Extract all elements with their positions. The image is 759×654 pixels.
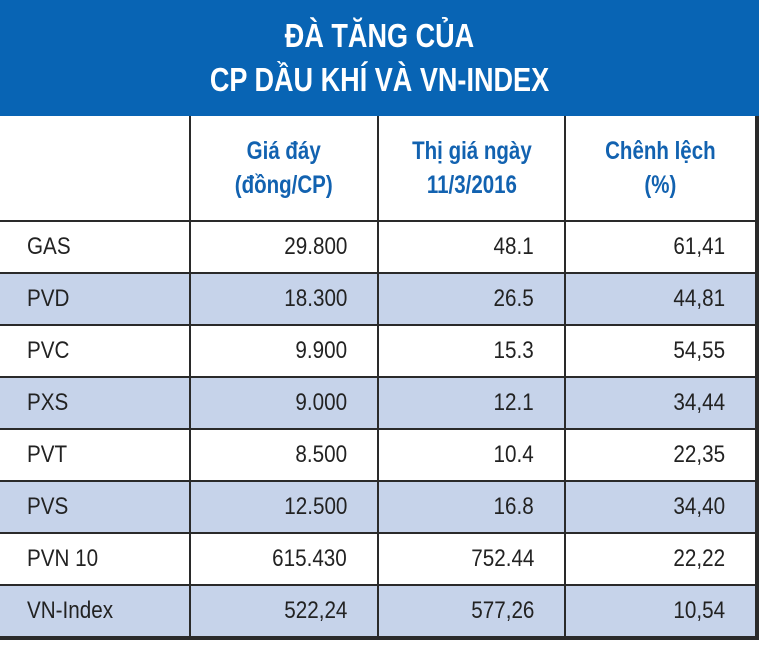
bottom-price: 8.500	[189, 429, 379, 482]
change-pct: 44,81	[564, 273, 759, 326]
title-line-1: ĐÀ TĂNG CỦA	[284, 17, 475, 54]
table-row: PVD 18.300 26.5 44,81	[0, 273, 759, 326]
price-date: 577,26	[377, 585, 566, 640]
stock-name: PVN 10	[0, 533, 191, 586]
change-pct: 10,54	[564, 585, 759, 640]
change-pct: 61,41	[564, 221, 759, 274]
header-price-date: Thị giá ngày 11/3/2016	[377, 116, 566, 222]
price-date: 16.8	[377, 481, 566, 534]
price-date: 15.3	[377, 325, 566, 378]
header-row: Giá đáy (đồng/CP) Thị giá ngày 11/3/2016 C…	[0, 116, 759, 222]
bottom-price: 9.000	[189, 377, 379, 430]
table-row: PXS 9.000 12.1 34,44	[0, 377, 759, 430]
stock-name: PVS	[0, 481, 191, 534]
stock-name: VN-Index	[0, 585, 191, 640]
bottom-price: 12.500	[189, 481, 379, 534]
stock-name: PVC	[0, 325, 191, 378]
price-date: 10.4	[377, 429, 566, 482]
change-pct: 54,55	[564, 325, 759, 378]
change-pct: 22,35	[564, 429, 759, 482]
price-date: 26.5	[377, 273, 566, 326]
oil-stocks-table: Giá đáy (đồng/CP) Thị giá ngày 11/3/2016 C…	[0, 116, 759, 640]
table-row: PVT 8.500 10.4 22,35	[0, 429, 759, 482]
title-line-2: CP DẦU KHÍ VÀ VN-INDEX	[209, 61, 550, 98]
title-banner: ĐÀ TĂNG CỦA CP DẦU KHÍ VÀ VN-INDEX	[0, 0, 759, 116]
stock-name: PVD	[0, 273, 191, 326]
table-row: GAS 29.800 48.1 61,41	[0, 221, 759, 274]
table-row: VN-Index 522,24 577,26 10,54	[0, 585, 759, 640]
price-date: 12.1	[377, 377, 566, 430]
bottom-price: 522,24	[189, 585, 379, 640]
bottom-price: 29.800	[189, 221, 379, 274]
price-date: 752.44	[377, 533, 566, 586]
stock-name: PXS	[0, 377, 191, 430]
change-pct: 34,40	[564, 481, 759, 534]
bottom-price: 18.300	[189, 273, 379, 326]
change-pct: 22,22	[564, 533, 759, 586]
table-row: PVC 9.900 15.3 54,55	[0, 325, 759, 378]
header-stock	[0, 116, 191, 222]
stock-name: PVT	[0, 429, 191, 482]
bottom-price: 615.430	[189, 533, 379, 586]
header-change-pct: Chênh lệch (%)	[564, 116, 759, 222]
table-row: PVN 10 615.430 752.44 22,22	[0, 533, 759, 586]
stock-name: GAS	[0, 221, 191, 274]
header-bottom-price: Giá đáy (đồng/CP)	[189, 116, 379, 222]
change-pct: 34,44	[564, 377, 759, 430]
price-date: 48.1	[377, 221, 566, 274]
table-row: PVS 12.500 16.8 34,40	[0, 481, 759, 534]
bottom-price: 9.900	[189, 325, 379, 378]
